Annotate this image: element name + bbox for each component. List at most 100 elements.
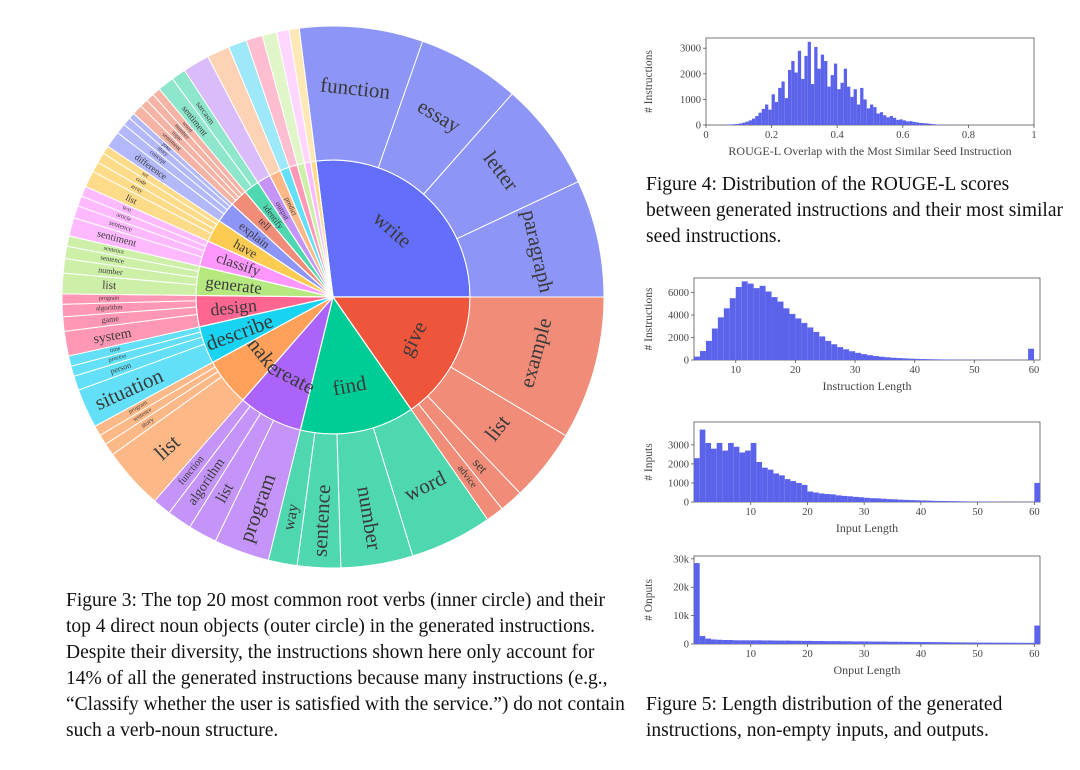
histogram-bar bbox=[717, 317, 724, 360]
histogram-bar bbox=[728, 124, 733, 125]
y-tick-label: 2000 bbox=[680, 69, 701, 80]
histogram-bar bbox=[841, 495, 848, 502]
histogram-bar bbox=[949, 501, 955, 502]
figure-3-caption: Figure 3: The top 20 most common root ve… bbox=[66, 590, 625, 741]
y-tick-label: 3000 bbox=[680, 44, 701, 55]
x-tick-label: 1 bbox=[1031, 130, 1036, 141]
histogram-bar bbox=[1022, 642, 1029, 644]
x-tick-label: 40 bbox=[916, 649, 927, 660]
histogram-bar bbox=[1034, 625, 1040, 644]
histogram-bar bbox=[863, 99, 867, 125]
verb-generate-noun-sentence-label: sentence bbox=[103, 246, 125, 256]
histogram-bar bbox=[937, 500, 944, 502]
y-axis-label: # Instructions bbox=[643, 287, 655, 350]
histogram-bar bbox=[841, 641, 848, 644]
histogram-bar bbox=[722, 640, 729, 644]
histogram-bar bbox=[711, 448, 717, 502]
histogram-bar bbox=[1028, 642, 1035, 644]
y-tick-label: 10k bbox=[673, 611, 690, 622]
histogram-bar bbox=[847, 86, 851, 125]
histogram-bar bbox=[699, 429, 706, 502]
verb-have-noun-code-label: code bbox=[134, 176, 147, 187]
histogram-bar bbox=[856, 104, 861, 125]
histogram-bar bbox=[872, 356, 879, 360]
histogram-bar bbox=[771, 94, 775, 125]
histogram-bar bbox=[733, 640, 740, 644]
histogram-bar bbox=[858, 497, 865, 502]
histogram-bar bbox=[876, 113, 880, 125]
histogram-bar bbox=[818, 493, 825, 502]
histogram-bar bbox=[960, 642, 967, 644]
y-tick-label: 30k bbox=[673, 554, 690, 565]
histogram-bar bbox=[909, 641, 916, 644]
histogram-bar bbox=[935, 124, 939, 125]
histogram-bar bbox=[949, 642, 955, 644]
y-tick-label: 1000 bbox=[668, 478, 689, 489]
x-tick-label: 50 bbox=[972, 507, 983, 518]
histogram-bar bbox=[728, 640, 734, 644]
histogram-bar bbox=[886, 499, 893, 502]
histogram-bar bbox=[796, 640, 802, 644]
histogram-bar bbox=[954, 642, 961, 644]
histogram-bar bbox=[850, 96, 854, 125]
verb-find-noun-sentence-label: sentence bbox=[307, 484, 335, 557]
figure-4-caption: Figure 4: Distribution of the ROUGE-L sc… bbox=[646, 174, 1063, 247]
histogram-bar bbox=[732, 124, 736, 125]
input-length-histogram: 10 20 30 40 50 60 0 1000 2000 3000 Input Length # I… bbox=[636, 416, 1076, 546]
y-axis-label: # Inputs bbox=[643, 443, 655, 481]
histogram-bar bbox=[870, 104, 874, 125]
histogram-bar bbox=[943, 642, 950, 644]
histogram-bar bbox=[1017, 642, 1023, 644]
histogram-bar bbox=[820, 54, 825, 125]
histogram-bar bbox=[909, 500, 916, 502]
histogram-bar bbox=[929, 123, 933, 125]
histogram-bar bbox=[810, 84, 815, 125]
histogram-bar bbox=[1005, 642, 1012, 644]
histogram-bar bbox=[781, 81, 785, 125]
verb-generate-noun-list-label: list bbox=[102, 279, 117, 292]
histogram-bar bbox=[758, 112, 762, 125]
histogram-bar bbox=[835, 495, 842, 502]
histogram-bar bbox=[864, 641, 870, 644]
y-tick-label: 2000 bbox=[668, 459, 689, 470]
x-axis-label: Onput Length bbox=[834, 663, 901, 677]
histogram-bar bbox=[903, 499, 910, 502]
y-axis-label: # Instructions bbox=[643, 50, 655, 113]
histogram-bar bbox=[804, 55, 808, 125]
verb-design-noun-algorithm-label: algorithm bbox=[96, 304, 124, 312]
histogram-bar bbox=[767, 469, 774, 502]
histogram-bar bbox=[886, 117, 890, 125]
verb-have-noun-list-label: list bbox=[124, 192, 139, 206]
histogram-bar bbox=[855, 352, 862, 360]
histogram-bar bbox=[771, 297, 778, 360]
histogram-bar bbox=[756, 640, 763, 644]
histogram-bar bbox=[827, 86, 831, 125]
histogram-bar bbox=[789, 313, 796, 360]
x-tick-label: 60 bbox=[1029, 507, 1040, 518]
x-tick-label: 10 bbox=[731, 365, 742, 376]
verb-segment-19-outer-slice bbox=[288, 27, 317, 163]
histogram-bar bbox=[869, 498, 876, 502]
histogram-bar bbox=[906, 121, 910, 125]
histogram-bar bbox=[971, 501, 978, 502]
histogram-bar bbox=[783, 308, 790, 360]
histogram-bar bbox=[801, 78, 805, 125]
histogram-bar bbox=[807, 41, 811, 125]
histogram-bar bbox=[903, 641, 910, 644]
histogram-bar bbox=[824, 641, 831, 644]
histogram-bar bbox=[824, 494, 831, 502]
histogram-bar bbox=[735, 123, 739, 125]
histogram-bar bbox=[705, 638, 712, 644]
x-tick-label: 60 bbox=[1029, 365, 1040, 376]
histogram-bar bbox=[716, 639, 723, 644]
y-tick-label: 0 bbox=[684, 640, 689, 651]
histogram-bar bbox=[814, 46, 818, 125]
histogram-bar bbox=[762, 640, 768, 644]
histogram-bar bbox=[801, 484, 808, 502]
histogram-bar bbox=[813, 492, 819, 502]
histogram-bar bbox=[767, 640, 774, 644]
histogram-bar bbox=[847, 641, 853, 644]
histogram-bar bbox=[892, 117, 897, 125]
histogram-bar bbox=[954, 501, 961, 502]
histogram-bar bbox=[896, 358, 903, 360]
